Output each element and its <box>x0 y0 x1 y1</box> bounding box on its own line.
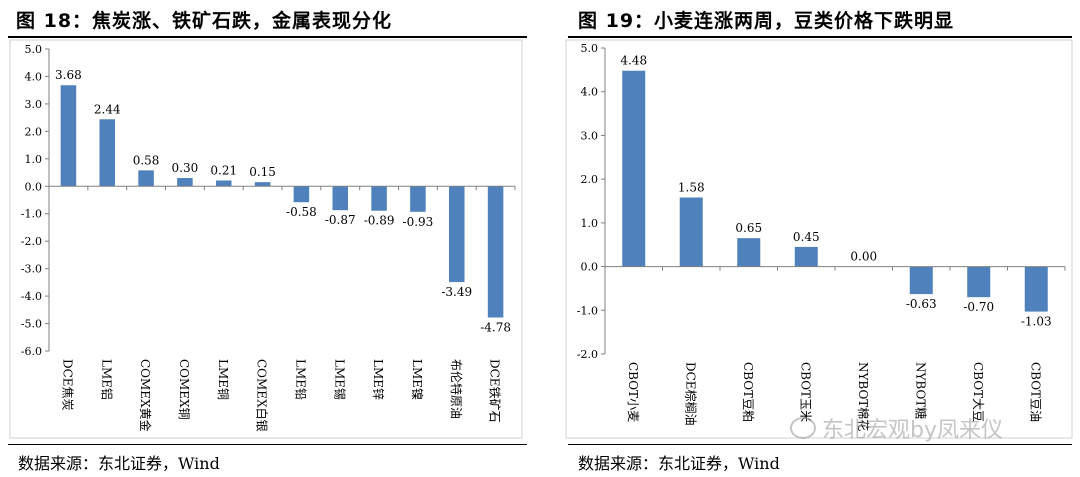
bar <box>254 182 271 187</box>
category-label: CBOT小麦 <box>626 362 640 422</box>
y-tick-label: 5.0 <box>581 42 599 55</box>
data-label: 3.68 <box>55 68 82 82</box>
left-chart-panel: 图 18：焦炭涨、铁矿石跌，金属表现分化 5.0 4.0 3.0 2.0 1.0 0.0 -… <box>0 0 535 477</box>
bar-chart-agri: 5.0 4.0 3.0 2.0 1.0 0.0 -1.0 -2.0 4.48 CBOT小麦 1.58… <box>565 39 1073 439</box>
wechat-icon <box>790 417 816 439</box>
category-label: LME镍 <box>410 359 424 400</box>
data-label: -0.87 <box>325 213 356 227</box>
data-label: 0.65 <box>735 221 762 235</box>
category-label: COMEX黄金 <box>138 359 153 432</box>
data-label: 0.58 <box>133 153 160 167</box>
top-rule <box>8 36 527 38</box>
bar <box>177 178 193 187</box>
bar <box>99 119 116 187</box>
y-tick-label: 2.0 <box>581 173 599 186</box>
y-tick-label: 3.0 <box>581 129 599 142</box>
bar <box>737 238 761 267</box>
category-label: LME锌 <box>371 359 385 400</box>
y-tick-label: -6.0 <box>21 345 42 358</box>
category-label: LME铅 <box>293 359 307 400</box>
category-label: LME铝 <box>99 359 114 400</box>
chart-title: 图 18：焦炭涨、铁矿石跌，金属表现分化 <box>16 10 393 32</box>
watermark: 东北宏观by凤来仪 <box>790 412 1003 444</box>
data-label: -0.70 <box>963 300 994 314</box>
bar <box>1024 266 1048 312</box>
bar <box>909 266 933 295</box>
category-label: 布伦特原油 <box>449 359 464 419</box>
y-tick-label: -2.0 <box>577 348 598 361</box>
bottom-rule <box>8 444 527 445</box>
y-tick-label: -2.0 <box>21 235 42 248</box>
bar <box>138 170 154 187</box>
bar <box>967 266 991 298</box>
category-label: COMEX铜 <box>177 359 192 420</box>
bar <box>60 85 77 187</box>
y-tick-label: -3.0 <box>21 263 42 276</box>
y-tick-label: -1.0 <box>577 304 598 317</box>
y-tick-label: 1.0 <box>581 217 599 230</box>
y-tick-label: 4.0 <box>25 70 43 83</box>
source-note: 数据来源：东北证券，Wind <box>578 454 780 473</box>
right-chart-panel: 图 19：小麦连涨两周，豆类价格下跌明显 5.0 4.0 3.0 2.0 1.0 0.0 -… <box>560 0 1080 477</box>
data-label: -0.89 <box>364 214 395 228</box>
category-label: COMEX白银 <box>255 359 270 432</box>
data-label: 0.15 <box>249 165 276 179</box>
category-label: DCE棕榈油 <box>683 362 698 426</box>
bar <box>371 186 387 211</box>
source-note: 数据来源：东北证券，Wind <box>18 454 220 473</box>
plot-frame <box>565 39 1073 439</box>
category-label: DCE铁矿石 <box>488 359 502 423</box>
bar <box>410 186 426 212</box>
bar <box>622 70 646 267</box>
top-rule <box>568 36 1072 38</box>
chart-title: 图 19：小麦连涨两周，豆类价格下跌明显 <box>578 10 955 32</box>
data-label: -0.58 <box>286 205 317 219</box>
category-label: DCE焦炭 <box>60 359 74 411</box>
category-label: NYBOT糖 <box>913 362 928 419</box>
y-tick-label: 0.0 <box>25 180 43 193</box>
y-tick-label: 2.0 <box>25 125 43 138</box>
data-label: -0.93 <box>403 215 434 229</box>
bar-chart-metals: 5.0 4.0 3.0 2.0 1.0 0.0 -1.0 -2.0 -3.0 -4.0 -5.0 -6… <box>9 39 523 439</box>
category-label: LME铜 <box>216 359 231 400</box>
y-tick-label: 0.0 <box>581 261 599 274</box>
bar <box>293 186 310 203</box>
data-label: -0.63 <box>906 297 937 311</box>
y-tick-label: -4.0 <box>21 290 42 303</box>
y-tick-label: 4.0 <box>581 86 599 99</box>
data-label: 4.48 <box>620 54 647 68</box>
y-tick-label: 5.0 <box>25 43 43 56</box>
bar <box>794 246 818 267</box>
category-label: NYBOT棉花 <box>856 362 871 431</box>
category-label: LME锡 <box>332 359 347 400</box>
bottom-rule <box>568 444 1072 445</box>
data-label: 2.44 <box>94 102 121 116</box>
y-tick-label: 3.0 <box>25 98 43 111</box>
data-label: 0.30 <box>172 161 199 175</box>
data-label: -3.49 <box>441 285 472 299</box>
data-label: 0.45 <box>793 230 820 244</box>
y-tick-label: -1.0 <box>21 208 42 221</box>
category-label: CBOT大豆 <box>971 362 985 422</box>
watermark-text: 东北宏观by凤来仪 <box>822 418 1003 443</box>
bar <box>332 186 349 211</box>
data-label: 0.00 <box>850 250 877 264</box>
data-label: 1.58 <box>678 181 705 195</box>
bar <box>215 180 232 187</box>
y-tick-label: 1.0 <box>25 153 43 166</box>
bar <box>487 186 504 318</box>
data-label: 0.21 <box>210 164 237 178</box>
data-label: -1.03 <box>1021 315 1052 329</box>
bar <box>448 186 465 283</box>
y-tick-label: -5.0 <box>21 318 42 331</box>
category-label: CBOT豆油 <box>1028 362 1042 422</box>
bar <box>679 197 703 267</box>
category-label: CBOT玉米 <box>798 362 812 422</box>
category-label: CBOT豆粕 <box>741 362 756 422</box>
plot-frame <box>9 39 523 439</box>
data-label: -4.78 <box>480 321 511 335</box>
